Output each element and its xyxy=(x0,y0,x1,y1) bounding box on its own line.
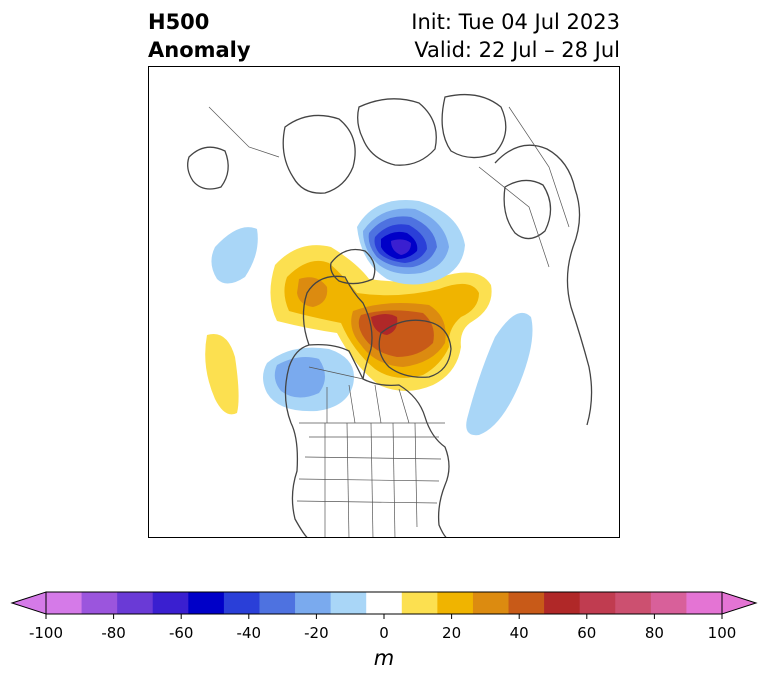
colorbar-segment xyxy=(508,592,545,614)
colorbar-tick-label: -60 xyxy=(168,624,194,642)
colorbar-segment xyxy=(295,592,332,614)
colorbar-tick-label: 20 xyxy=(442,624,462,642)
colorbar-segment xyxy=(46,592,83,614)
colorbar-segment xyxy=(330,592,367,614)
valid-range: Valid: 22 Jul – 28 Jul xyxy=(414,38,620,62)
colorbar-segments xyxy=(46,592,723,614)
arctic-low-60 xyxy=(391,239,411,255)
colorbar-ticks xyxy=(45,614,723,619)
coastlines xyxy=(187,93,593,537)
borders xyxy=(208,106,570,537)
pacific-positive-lobe xyxy=(205,333,239,415)
colorbar-segment xyxy=(188,592,225,614)
colorbar-tick-label: 60 xyxy=(577,624,597,642)
colorbar-segment xyxy=(259,592,296,614)
colorbar-segment xyxy=(544,592,581,614)
title-variable: H500 xyxy=(148,10,210,34)
atlantic-negative-lobe xyxy=(466,312,533,436)
colorbar-segment xyxy=(650,592,687,614)
colorbar-tick-label: -100 xyxy=(28,624,64,642)
colorbar-tick-label: -40 xyxy=(236,624,262,642)
colorbar-tick-label: 0 xyxy=(379,624,389,642)
title-right: Init: Tue 04 Jul 2023 Valid: 22 Jul – 28… xyxy=(411,8,620,64)
colorbar-min-extension xyxy=(10,591,47,615)
init-date: Init: Tue 04 Jul 2023 xyxy=(411,10,620,34)
colorbar-segment xyxy=(117,592,154,614)
alaska-trough-inner xyxy=(274,357,325,398)
colorbar-segment xyxy=(401,592,438,614)
map-panel xyxy=(148,66,620,538)
title-left: H500 Anomaly xyxy=(148,8,251,64)
anomaly-map xyxy=(187,93,593,537)
colorbar-segment xyxy=(686,592,723,614)
colorbar-segment xyxy=(366,592,403,614)
colorbar-unit-label: m xyxy=(373,646,395,670)
colorbar-max-extension xyxy=(721,591,758,615)
colorbar-segment xyxy=(472,592,510,614)
colorbar-segment xyxy=(437,592,474,614)
colorbar-tick-label: -80 xyxy=(101,624,126,642)
colorbar-segment xyxy=(615,592,652,614)
bering-negative-lobe xyxy=(211,227,258,284)
colorbar-segment xyxy=(81,592,118,614)
colorbar-tick-label: 40 xyxy=(509,624,529,642)
colorbar-tick-label: 100 xyxy=(707,624,737,642)
colorbar-tick-label: -20 xyxy=(304,624,329,642)
title-type: Anomaly xyxy=(148,38,251,62)
colorbar xyxy=(10,591,758,619)
colorbar-segment xyxy=(223,592,260,614)
anomaly-fills xyxy=(205,200,533,436)
colorbar-segment xyxy=(152,592,189,614)
colorbar-tick-label: 80 xyxy=(644,624,664,642)
ridge-60 xyxy=(371,314,398,335)
colorbar-segment xyxy=(579,592,616,614)
